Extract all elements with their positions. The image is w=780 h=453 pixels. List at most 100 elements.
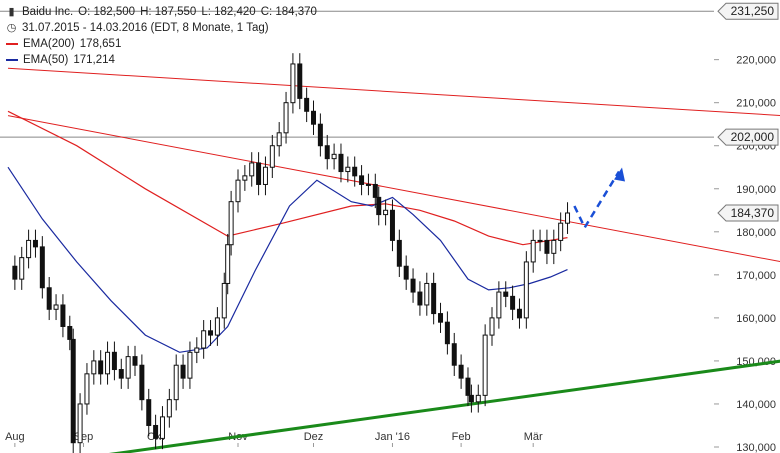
price-tag-label: 231,250 [731,4,775,18]
candle-body [276,132,282,147]
candle-body [475,394,481,403]
candle-body [70,338,76,444]
candle-body [256,162,262,185]
candle-body [39,246,45,289]
candle-body [201,330,207,349]
forecast-arrowhead [614,167,626,182]
legend-title: Baidu Inc. [22,6,74,18]
candle-body [146,399,152,426]
candle-body [194,347,200,353]
candle-body [359,175,365,185]
candle-body [283,102,289,134]
ema50-swatch [6,59,18,61]
candle-body [376,196,382,216]
candle-body [67,325,73,340]
candle-body [153,424,159,439]
y-tick-label: 160,000 [736,313,776,325]
y-tick-label: 170,000 [736,270,776,282]
candle-body [221,282,227,319]
candle-body [249,162,255,177]
candle-body [46,287,52,310]
legend-open: O: 182,500 [78,6,136,18]
legend-close: C: 184,370 [260,6,317,18]
legend-ohlc-row: ▮ Baidu Inc. O: 182,500 H: 187,550 L: 18… [6,4,317,20]
legend-period: 31.07.2015 - 14.03.2016 (EDT, 8 Monate, … [22,22,269,34]
candle-body [496,291,502,319]
legend-low: L: 182,420 [201,6,256,18]
trendline-resistance-upper [7,67,780,116]
candle-body [187,351,193,379]
candle-body [297,63,303,99]
x-tick-label: Dez [304,431,324,443]
candle-body [53,304,59,310]
candle-body [558,222,564,241]
candle-body [208,330,214,336]
candle-body [77,403,83,444]
candle-body [12,265,18,280]
candle-body [389,209,395,241]
legend-ema200-row: EMA(200) 178,651 [6,36,317,52]
candle-body [228,201,234,246]
candle-body [32,239,38,248]
candle-body [383,209,389,216]
price-tag [717,128,779,146]
candle-body [396,239,402,267]
candle-body [311,110,317,125]
candle-body [60,304,66,327]
candle-body [225,244,231,284]
candle-body [19,257,25,280]
legend-period-row: ◷ 31.07.2015 - 14.03.2016 (EDT, 8 Monate… [6,20,317,36]
candle-body [132,356,138,366]
candle-body [551,239,557,254]
candle-body [235,179,241,203]
x-tick-label: Jan '16 [375,431,410,443]
candlestick-icon: ▮ [8,6,15,18]
price-tag [717,204,779,222]
candle-body [84,373,90,405]
candle-body [331,153,337,160]
candle-body [431,282,437,315]
candle-body [269,145,275,168]
candle-body [444,321,450,345]
y-tick-label: 210,000 [736,98,776,110]
trendline-resistance-lower [7,115,780,263]
candle-body [338,153,344,173]
candle-body [26,239,32,259]
x-tick-label: Aug [5,431,25,443]
candle-body [324,145,330,160]
legend-ema50-row: EMA(50) 171,214 [6,52,317,68]
price-tag [717,2,779,20]
ema200-swatch [6,43,18,45]
candle-body [530,239,536,263]
candle-body [523,261,529,319]
candle-body [304,97,310,112]
candle-body [482,334,488,396]
candle-body [365,183,371,186]
legend-ema200-value: 178,651 [79,38,122,50]
candle-body [565,212,571,224]
candle-body [91,360,97,375]
candle-body [345,166,351,173]
legend-high: H: 187,550 [140,6,197,18]
candle-body [139,364,145,401]
candle-body [262,166,268,185]
trendline-support [108,359,780,453]
x-tick-label: Sep [74,431,94,443]
candle-body [537,239,543,242]
candle-body [317,123,323,147]
y-tick-label: 130,000 [736,442,776,453]
candle-body [214,317,220,336]
y-tick-label: 180,000 [736,227,776,239]
chart-legend: ▮ Baidu Inc. O: 182,500 H: 187,550 L: 18… [6,4,317,68]
candle-body [290,63,296,104]
legend-ema50: EMA(50) [23,54,69,66]
candle-body [417,291,423,306]
candle-body [410,278,416,293]
candle-body [173,364,179,401]
candle-body [438,313,444,323]
clock-icon: ◷ [6,22,17,34]
candle-body [105,351,111,375]
y-tick-label: 140,000 [736,399,776,411]
x-tick-label: Mär [524,431,543,443]
